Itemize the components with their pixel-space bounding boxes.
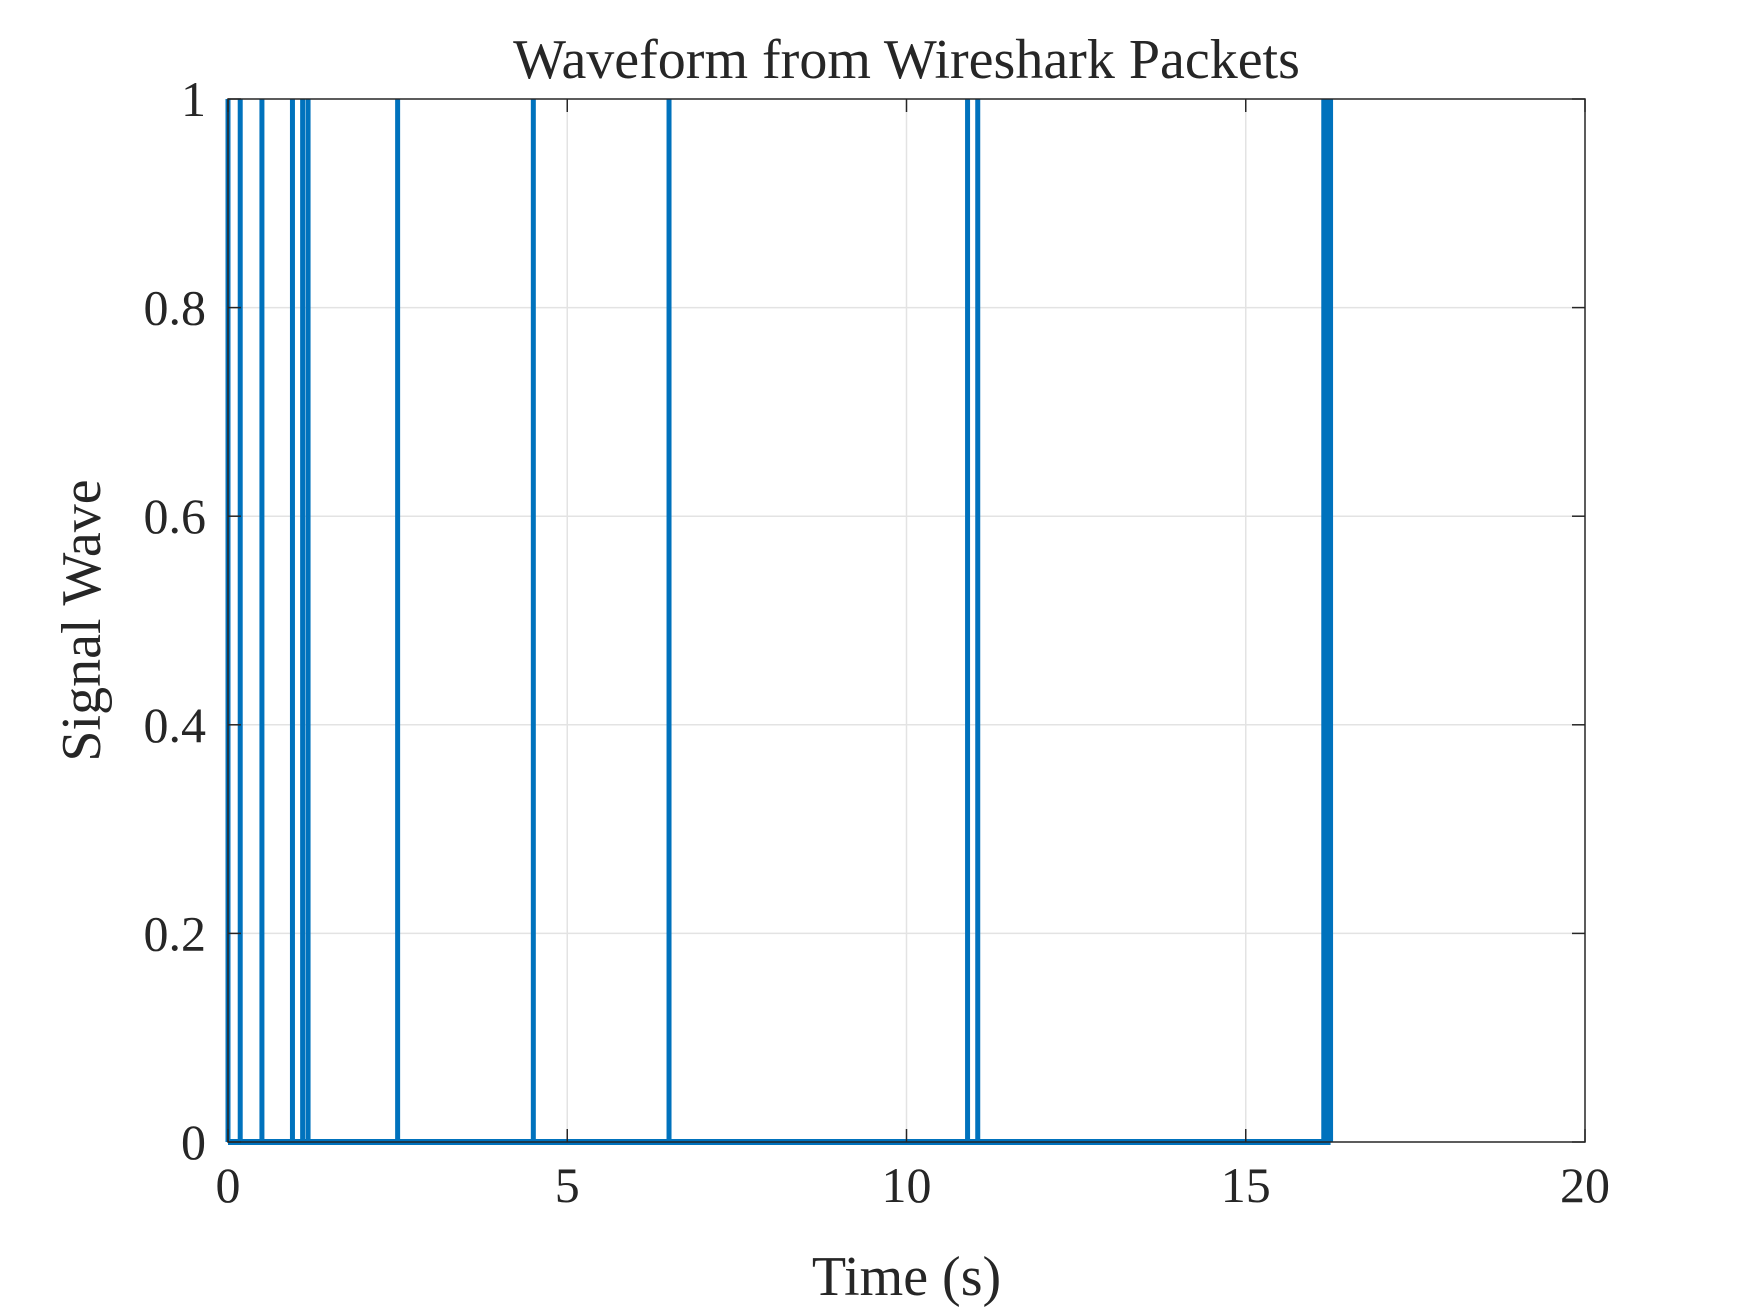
y-tick-label: 1: [181, 71, 206, 127]
grid-lines: [228, 99, 1585, 1142]
tick-marks: [227, 98, 1586, 1143]
y-tick-label: 0.8: [144, 280, 207, 336]
y-tick-label: 0.4: [144, 697, 207, 753]
x-tick-label: 0: [216, 1157, 241, 1213]
x-tick-label: 20: [1560, 1157, 1610, 1213]
x-tick-labels: 0 5 10 15 20: [216, 1157, 1611, 1213]
y-tick-label: 0.2: [144, 905, 207, 961]
y-tick-label: 0: [181, 1114, 206, 1170]
x-tick-label: 5: [555, 1157, 580, 1213]
x-tick-label: 10: [882, 1157, 932, 1213]
y-tick-labels: 0 0.2 0.4 0.6 0.8 1: [144, 71, 207, 1170]
y-axis-title: Signal Wave: [51, 479, 113, 761]
y-tick-label: 0.6: [144, 488, 207, 544]
x-axis-title: Time (s): [812, 1246, 1001, 1308]
x-tick-label: 15: [1221, 1157, 1271, 1213]
chart-title: Waveform from Wireshark Packets: [513, 29, 1300, 91]
